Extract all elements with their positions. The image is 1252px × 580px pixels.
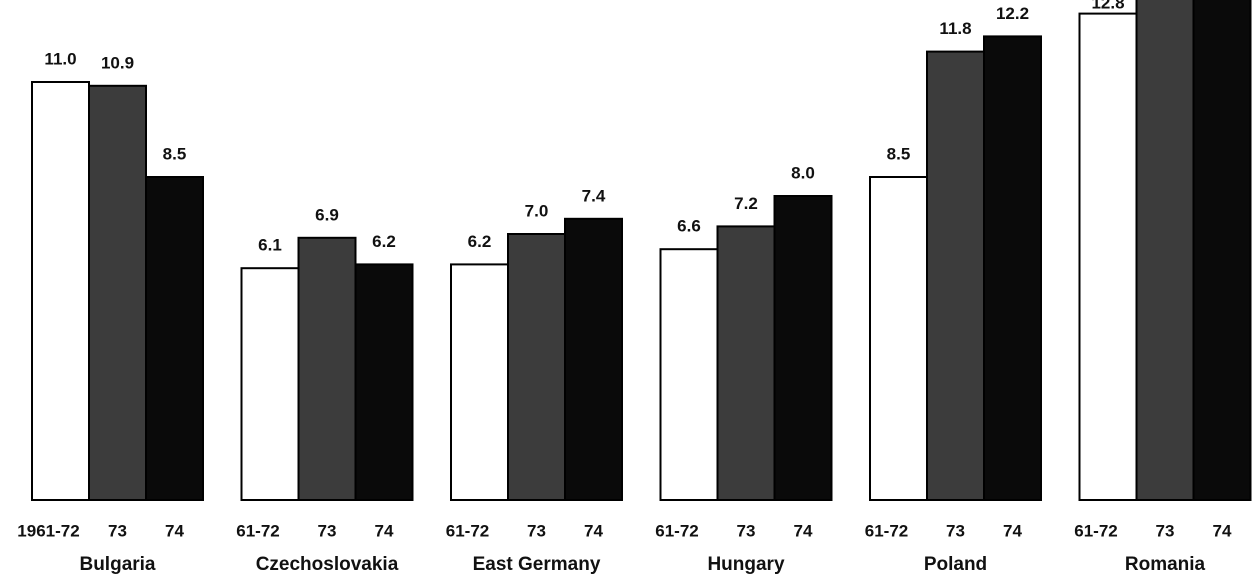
value-label: 6.1 [258,236,282,255]
country-label: East Germany [473,554,601,575]
bar [869,176,928,501]
value-label: 10.9 [101,53,134,72]
period-label: 73 [318,521,337,540]
value-label: 7.0 [525,201,549,220]
period-label: 61-72 [236,521,279,540]
period-label: 74 [375,521,394,540]
period-label: 1961-72 [17,521,79,540]
plot-area [31,0,1252,502]
country-label: Hungary [707,554,785,575]
period-label: 74 [584,521,603,540]
country-label: Romania [1125,554,1206,575]
bar [145,176,204,501]
period-label: 74 [165,521,184,540]
bar [773,195,833,501]
period-label: 61-72 [1074,521,1117,540]
period-label: 61-72 [446,521,489,540]
period-label: 74 [1003,521,1022,540]
period-label: 61-72 [865,521,908,540]
country-label: Bulgaria [79,554,155,575]
period-label: 73 [1156,521,1175,540]
bar [1192,0,1252,501]
bar [1135,0,1195,501]
value-label: 7.2 [734,194,758,213]
bar [926,50,985,501]
period-label: 73 [946,521,965,540]
value-label: 6.9 [315,205,339,224]
bar [240,267,300,502]
value-label: 8.0 [791,163,815,182]
value-label: 6.2 [372,232,396,251]
country-label: Czechoslovakia [256,554,399,575]
value-label: 6.6 [677,217,701,236]
value-label: 12.8 [1091,0,1124,12]
period-label: 73 [527,521,546,540]
period-label: 74 [794,521,813,540]
period-label: 61-72 [655,521,698,540]
bar [88,84,147,502]
bar [354,263,414,501]
bar [507,233,566,501]
bar [450,263,509,501]
value-label: 8.5 [887,144,911,163]
value-label: 11.0 [44,49,76,68]
value-label: 11.8 [939,19,971,38]
value-label: 12.2 [996,4,1029,23]
country-label: Poland [924,554,987,575]
value-label: 8.5 [163,144,187,163]
value-label: 6.2 [468,232,492,251]
bar [564,217,623,502]
bar [297,236,357,502]
value-label: 7.4 [582,186,606,205]
period-label: 73 [108,521,127,540]
period-label: 73 [737,521,756,540]
period-label: 74 [1213,521,1232,540]
bar [1078,12,1138,501]
bar [659,248,719,501]
bar [716,225,776,501]
bar [983,35,1042,502]
bar [31,81,90,501]
